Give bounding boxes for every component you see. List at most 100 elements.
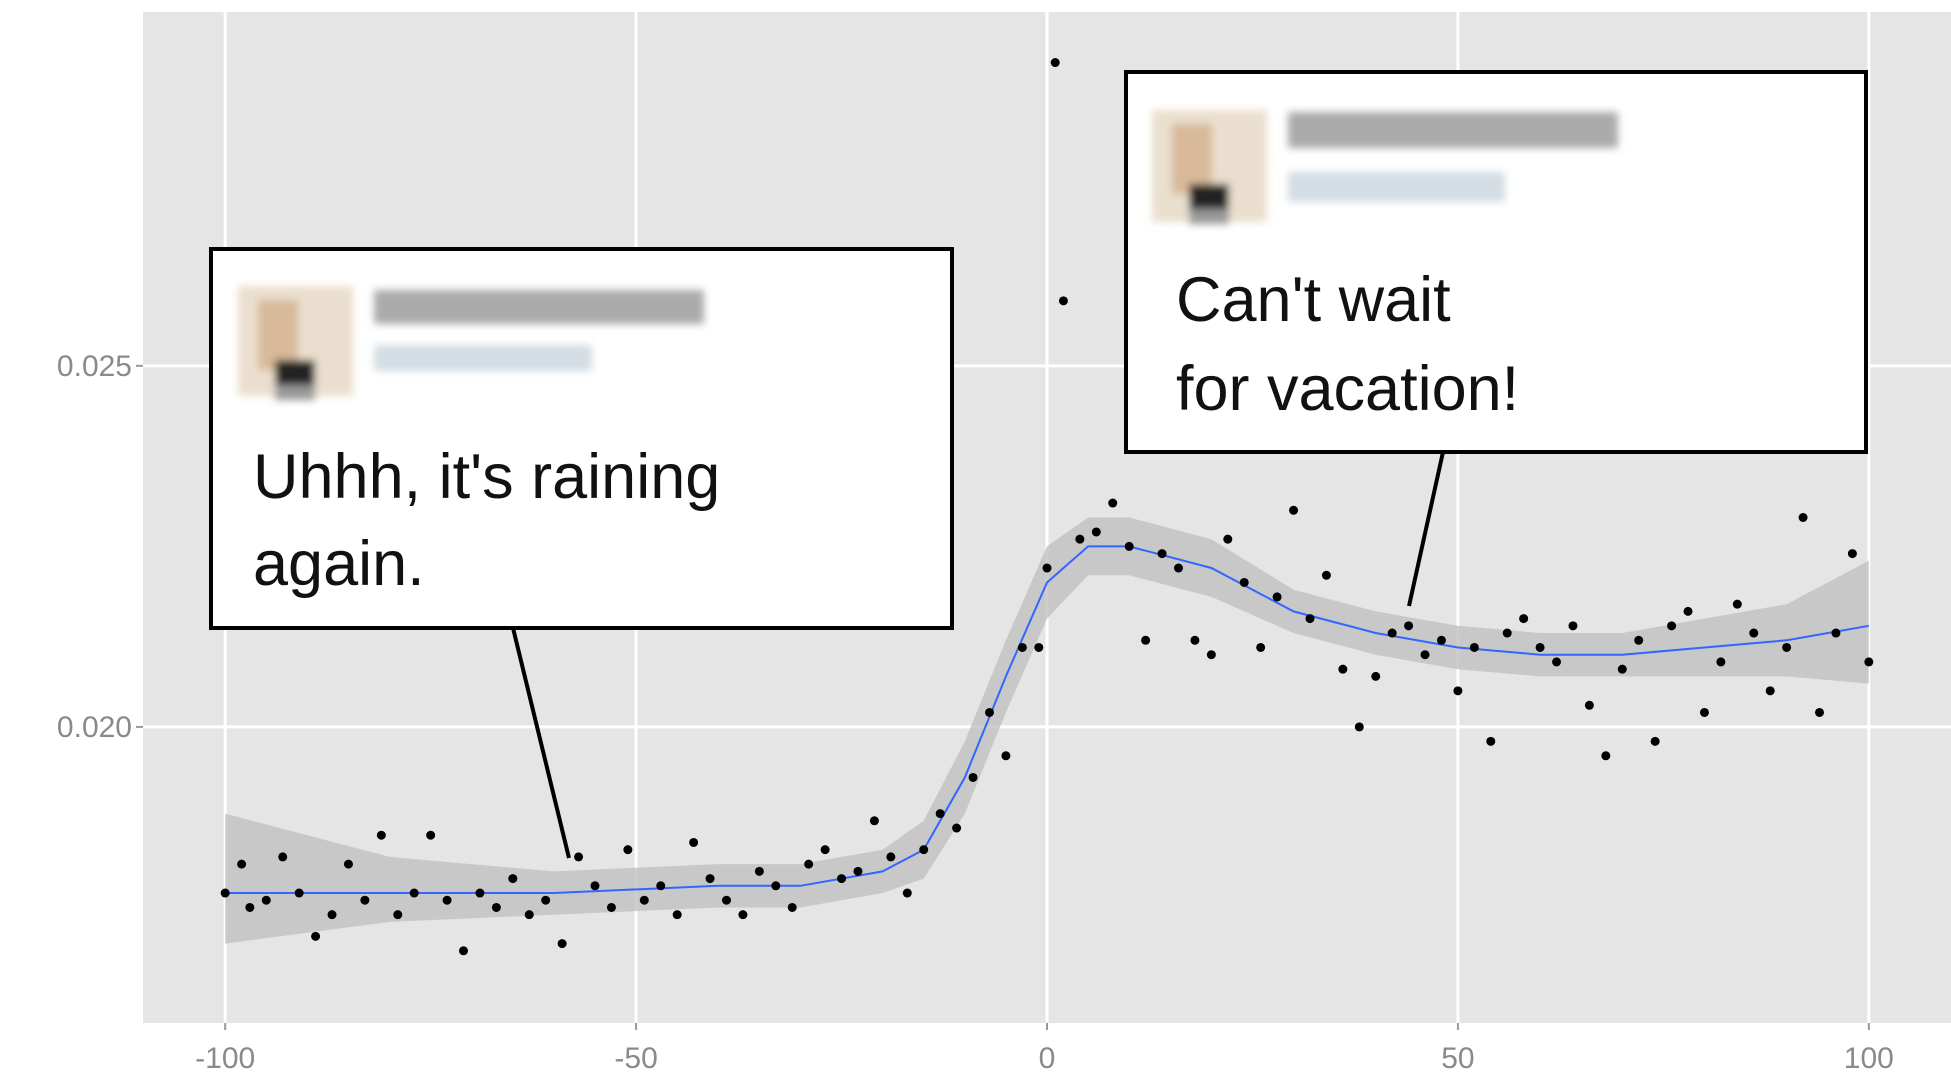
point xyxy=(1699,707,1709,717)
smooth-line xyxy=(225,545,1869,894)
point xyxy=(491,902,501,912)
point xyxy=(623,845,633,855)
point xyxy=(261,895,271,905)
callout-text: Can't wait xyxy=(1176,265,1451,335)
point xyxy=(524,910,534,920)
point xyxy=(1847,549,1857,559)
point xyxy=(1502,628,1512,638)
point xyxy=(1798,513,1808,522)
point xyxy=(639,895,649,905)
point xyxy=(1157,549,1167,559)
point xyxy=(787,902,797,912)
point xyxy=(952,823,962,833)
point xyxy=(360,895,370,905)
point xyxy=(837,874,847,884)
point xyxy=(1617,664,1627,674)
point xyxy=(656,881,666,891)
username-blur xyxy=(374,290,704,371)
point xyxy=(1289,505,1299,515)
callout-text: again. xyxy=(253,529,425,599)
point xyxy=(853,866,863,876)
point xyxy=(1223,534,1233,544)
point xyxy=(705,874,715,884)
point xyxy=(1436,635,1446,645)
callout-pointer xyxy=(1407,451,1445,607)
point xyxy=(1001,751,1011,761)
point xyxy=(376,830,386,840)
point xyxy=(1782,642,1792,652)
point xyxy=(1584,700,1594,710)
point xyxy=(475,888,485,898)
point xyxy=(294,888,304,898)
point xyxy=(541,895,551,905)
point xyxy=(886,852,896,862)
point xyxy=(968,772,978,782)
point xyxy=(557,939,567,949)
point xyxy=(1091,527,1101,537)
point xyxy=(1535,642,1545,652)
point xyxy=(409,888,419,898)
callout-pointer xyxy=(511,627,571,859)
point xyxy=(1749,628,1759,638)
point xyxy=(574,852,584,862)
point xyxy=(1765,686,1775,696)
point xyxy=(672,910,682,920)
username-blur xyxy=(1288,112,1618,202)
point xyxy=(590,881,600,891)
x-tick-label: -50 xyxy=(614,1042,657,1075)
point xyxy=(327,910,337,920)
point xyxy=(1634,635,1644,645)
point xyxy=(1486,736,1496,746)
callout-text: for vacation! xyxy=(1176,354,1519,424)
point xyxy=(1034,642,1044,652)
callouts: Uhhh, it's raining again. Can't wait for… xyxy=(209,70,1868,859)
point xyxy=(935,809,945,819)
point xyxy=(919,845,929,855)
y-tick-label: 0.020 xyxy=(57,711,132,744)
point xyxy=(1404,621,1414,631)
point xyxy=(984,707,994,717)
point xyxy=(1732,599,1742,609)
point xyxy=(1141,635,1151,645)
x-tick-label: -100 xyxy=(195,1042,255,1075)
point xyxy=(426,830,436,840)
point xyxy=(1173,563,1183,573)
point xyxy=(1716,657,1726,667)
point xyxy=(442,895,452,905)
x-tick-label: 50 xyxy=(1441,1042,1474,1075)
point xyxy=(1272,592,1282,602)
point xyxy=(1206,650,1216,660)
point xyxy=(1420,650,1430,660)
point xyxy=(1050,58,1060,68)
avatar xyxy=(1152,110,1267,224)
point xyxy=(1387,628,1397,638)
point xyxy=(1453,686,1463,696)
point xyxy=(1864,657,1874,667)
x-tick-label: 0 xyxy=(1039,1042,1056,1075)
point xyxy=(311,931,321,941)
point xyxy=(1124,541,1134,551)
point xyxy=(1552,657,1562,667)
marks xyxy=(220,58,1874,956)
point xyxy=(754,866,764,876)
point xyxy=(902,888,912,898)
x-tick-label: 100 xyxy=(1844,1042,1894,1075)
point xyxy=(1667,621,1677,631)
point xyxy=(508,874,518,884)
callout: Uhhh, it's raining again. xyxy=(209,247,954,630)
point xyxy=(1108,498,1118,508)
confidence-band xyxy=(225,517,1869,944)
point xyxy=(220,888,230,898)
point xyxy=(1042,563,1052,573)
point xyxy=(1831,628,1841,638)
point xyxy=(393,910,403,920)
point xyxy=(869,816,879,826)
point xyxy=(804,859,814,869)
point xyxy=(1650,736,1660,746)
point xyxy=(1815,707,1825,717)
point xyxy=(1338,664,1348,674)
point xyxy=(1256,642,1266,652)
point xyxy=(606,902,616,912)
